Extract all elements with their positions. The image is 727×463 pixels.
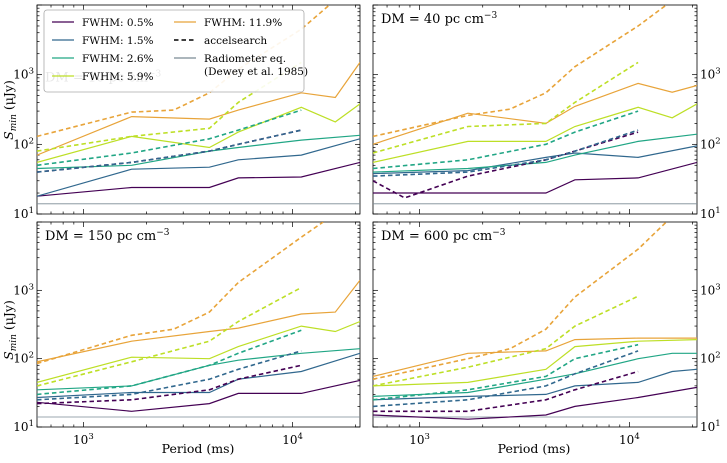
plot-frame <box>36 4 361 215</box>
series-line <box>373 131 639 199</box>
series-line <box>373 129 639 177</box>
series-line <box>37 352 360 399</box>
series-line <box>37 103 360 163</box>
series-line <box>37 109 302 167</box>
series-line <box>373 350 639 408</box>
y-tick-label: 103 <box>13 67 34 82</box>
series-line <box>37 134 360 170</box>
series-line <box>37 161 360 197</box>
y-tick-label: 102 <box>13 136 34 151</box>
legend-box <box>43 9 305 93</box>
series-line <box>373 222 667 380</box>
legend-label: Radiometer eq. (Dewey et al. 1985) <box>204 53 308 78</box>
series-line <box>37 329 302 396</box>
y-tick-label: 101 <box>13 206 34 221</box>
series-line <box>37 279 360 363</box>
series-line <box>373 295 639 387</box>
panel-bottom-left: 103 104 101 102 103 DM = 150 pc cm−3 <box>13 221 361 447</box>
x-tick-label: 103 <box>409 432 430 447</box>
x-tick-label: 104 <box>282 432 303 447</box>
y-tick-label: 103 <box>700 282 721 297</box>
series-line <box>37 364 302 405</box>
series-line <box>373 145 697 175</box>
dm-annotation: DM = 40 pc cm−3 <box>381 11 497 27</box>
y-tick-label: 101 <box>13 419 34 434</box>
x-axis-label: Period (ms) <box>162 441 235 456</box>
legend-label: accelsearch <box>204 35 267 47</box>
series-line <box>373 161 697 194</box>
x-tick-label: 104 <box>619 432 640 447</box>
y-tick-label: 103 <box>700 67 721 82</box>
y-axis-label: Smin (μJy) <box>1 300 19 360</box>
dm-annotation: DM = 150 pc cm−3 <box>45 228 170 244</box>
legend-label: FWHM: 5.9% <box>82 71 154 83</box>
y-tick-label: 101 <box>700 206 721 221</box>
y-tick-label: 102 <box>700 136 721 151</box>
series-line <box>373 343 639 401</box>
series-line <box>373 110 639 170</box>
series-line <box>373 352 697 397</box>
series-line <box>37 61 302 152</box>
series-line <box>373 368 697 401</box>
panel-top-right: 101 102 103 DM = 40 pc cm−3 <box>372 4 721 221</box>
plot-frame <box>372 4 698 215</box>
y-axis-label: Smin (μJy) <box>1 80 19 140</box>
series-line <box>37 222 324 365</box>
panel-bottom-right: 103 104 101 102 103 DM = 600 pc cm−3 <box>372 221 721 447</box>
dm-annotation: DM = 600 pc cm−3 <box>381 228 506 244</box>
legend-label: FWHM: 0.5% <box>82 17 154 29</box>
series-line <box>373 82 697 145</box>
plot-frame <box>36 221 361 428</box>
series-line <box>37 62 360 156</box>
x-tick-label: 103 <box>73 432 94 447</box>
series-line <box>373 386 697 420</box>
y-tick-label: 103 <box>13 282 34 297</box>
legend-label: FWHM: 1.5% <box>82 35 154 47</box>
legend-label: FWHM: 2.6% <box>82 53 154 65</box>
series-line <box>37 138 360 197</box>
series-line <box>37 350 302 401</box>
series-line <box>373 61 639 154</box>
plot-frame <box>372 221 698 428</box>
series-line <box>37 5 330 138</box>
series-line <box>373 339 697 387</box>
series-line <box>37 286 302 387</box>
y-tick-label: 102 <box>700 351 721 366</box>
x-axis-label: Period (ms) <box>498 441 571 456</box>
series-line <box>373 337 697 377</box>
series-line <box>37 320 360 383</box>
y-tick-label: 102 <box>13 351 34 366</box>
legend-label: FWHM: 11.9% <box>204 17 282 29</box>
series-line <box>37 379 360 412</box>
series-line <box>373 133 697 173</box>
y-tick-label: 101 <box>700 419 721 434</box>
series-line <box>373 370 639 413</box>
series-line <box>373 103 697 163</box>
series-line <box>37 129 302 173</box>
series-line <box>373 5 667 138</box>
